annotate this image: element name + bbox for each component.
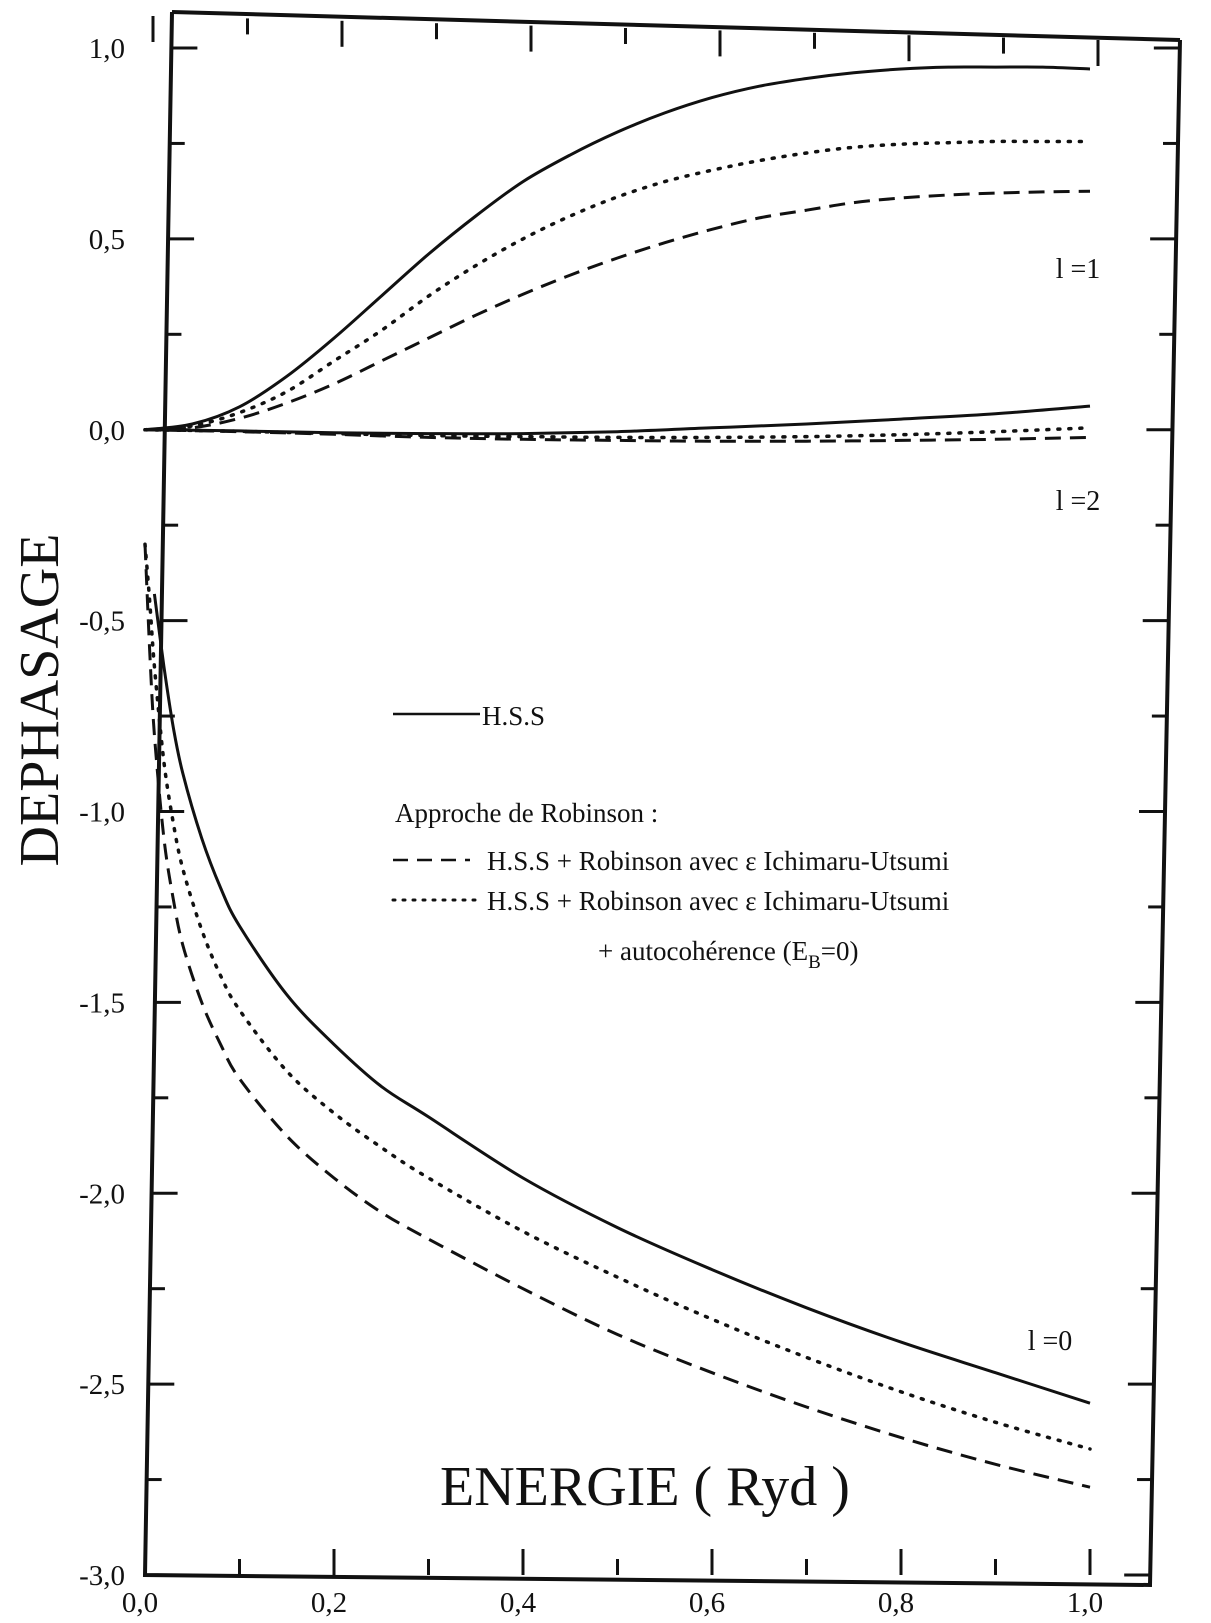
legend-dotted-label-2b: =0) <box>821 936 859 966</box>
y-tick-label: 0,0 <box>89 415 125 447</box>
curve-l2-solid <box>144 404 1091 436</box>
y-tick-label: -2,5 <box>79 1369 125 1401</box>
curve-label-l2: l =2 <box>1056 486 1101 517</box>
curve-l2-dotted <box>143 426 1092 440</box>
y-tick-label: -1,5 <box>79 987 125 1019</box>
curve-l1-dashed <box>144 189 1091 432</box>
y-tick-label: -0,5 <box>79 606 125 638</box>
legend-hss-label: H.S.S <box>482 701 545 731</box>
x-tick-label: 0,4 <box>500 1587 537 1618</box>
x-tick-label: 0,0 <box>122 1587 158 1618</box>
x-tick-label: 0,8 <box>878 1587 914 1618</box>
x-axis-title: ENERGIE ( Ryd ) <box>440 1456 850 1518</box>
curve-label-l1: l =1 <box>1056 254 1101 285</box>
plot-frame <box>142 10 1182 1588</box>
legend-dashed-label: H.S.S + Robinson avec ε Ichimaru-Utsumi <box>487 846 949 876</box>
y-tick-label: 1,0 <box>89 33 125 65</box>
legend-dotted-label-1: H.S.S + Robinson avec ε Ichimaru-Utsumi <box>487 886 949 916</box>
x-tick-label: 1,0 <box>1067 1587 1103 1618</box>
curve-l0-solid <box>152 593 1091 1405</box>
legend-dotted-label-2a: + autocohérence (E <box>598 936 808 966</box>
y-tick-label: -3,0 <box>79 1560 125 1592</box>
legend: H.S.S Approche de Robinson : H.S.S + Rob… <box>391 701 949 973</box>
y-axis-title: DEPHASAGE <box>9 534 71 867</box>
curve-l1-solid <box>144 65 1091 432</box>
x-tick-label: 0,2 <box>311 1587 347 1618</box>
legend-group-title: Approche de Robinson : <box>395 798 658 828</box>
y-tick-label: -2,0 <box>79 1178 125 1210</box>
curve-l2-dashed <box>144 428 1091 443</box>
x-tick-label: 0,6 <box>689 1587 725 1618</box>
legend-dotted-label-2: + autocohérence (EB=0) <box>598 936 859 973</box>
y-tick-label: -1,0 <box>79 797 125 829</box>
curve-l1-dotted <box>143 139 1092 432</box>
plot-border <box>142 11 1182 1588</box>
curve-l0-dotted <box>143 542 1092 1451</box>
legend-dotted-label-2-sub: B <box>808 952 821 973</box>
tick-labels: 0,0 0,2 0,4 0,6 0,8 1,0 -3,0 -2,5 -2,0 -1,5 -1,0 -0… <box>79 33 1103 1619</box>
curves <box>143 65 1092 1489</box>
y-tick-label: 0,5 <box>89 224 125 256</box>
curve-label-l0: l =0 <box>1028 1326 1073 1357</box>
curve-l0-dashed <box>143 544 1091 1489</box>
plot-border-top <box>171 10 1181 42</box>
tick-marks <box>143 16 1180 1577</box>
